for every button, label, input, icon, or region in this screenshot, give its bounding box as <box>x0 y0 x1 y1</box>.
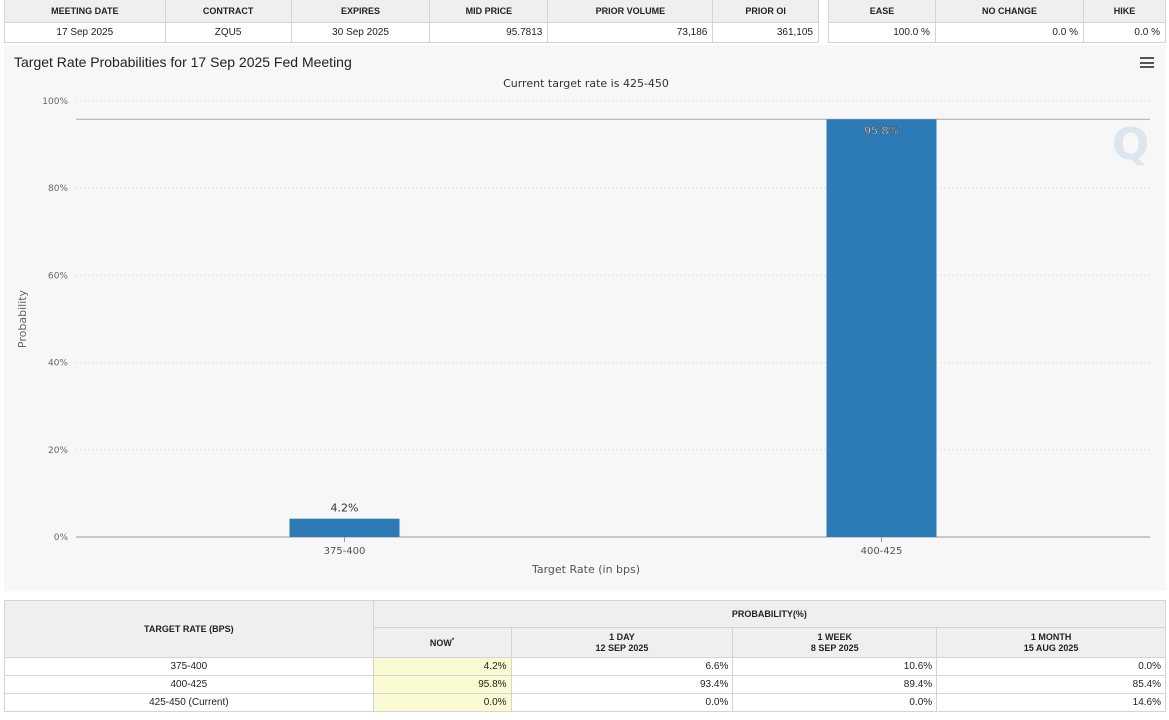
one-week-cell: 10.6% <box>732 657 938 676</box>
chart-subtitle: Current target rate is 425-450 <box>503 77 669 90</box>
one-month-cell: 0.0% <box>936 657 1166 676</box>
y-tick-label: 40% <box>48 359 68 369</box>
target-rate-header: TARGET RATE (BPS) <box>4 600 374 658</box>
meeting-date-header: MEETING DATE <box>4 0 166 23</box>
now-header: NOW* <box>372 627 512 658</box>
one-month-cell: 85.4% <box>936 675 1166 694</box>
y-tick-label: 60% <box>48 271 68 281</box>
one-month-header: 1 MONTH 15 AUG 2025 <box>936 627 1166 658</box>
one-day-cell: 0.0% <box>510 693 734 712</box>
prior-oi-value: 361,105 <box>712 21 819 43</box>
hamburger-menu-icon[interactable] <box>1140 57 1154 68</box>
one-week-cell: 89.4% <box>732 675 938 694</box>
contract-value: ZQU5 <box>164 21 292 43</box>
table-row: 400-425 95.8% 93.4% 89.4% 85.4% <box>4 675 1166 694</box>
rate-cell: 375-400 <box>4 657 374 676</box>
rate-cell: 400-425 <box>4 675 374 694</box>
prior-volume-header: PRIOR VOLUME <box>547 0 714 23</box>
now-cell: 4.2% <box>372 657 512 676</box>
rate-cell: 425-450 (Current) <box>4 693 374 712</box>
ease-value: 100.0 % <box>828 21 936 43</box>
mid-price-header: MID PRICE <box>429 0 549 23</box>
y-tick-label: 100% <box>42 97 68 107</box>
meeting-date-value: 17 Sep 2025 <box>4 21 166 43</box>
probability-chart: Current target rate is 425-450 0% 20% 40% 60… <box>16 77 1150 576</box>
hike-header: HIKE <box>1082 0 1167 23</box>
prior-oi-header: PRIOR OI <box>712 0 819 23</box>
expires-value: 30 Sep 2025 <box>290 21 431 43</box>
probability-history-table: TARGET RATE (BPS) PROBABILITY(%) NOW* 1 … <box>4 600 1167 712</box>
probability-header: PROBABILITY(%) <box>372 600 1167 628</box>
one-day-cell: 6.6% <box>510 657 734 676</box>
one-week-cell: 0.0% <box>732 693 938 712</box>
y-tick-label: 80% <box>48 184 68 194</box>
table-row: 375-400 4.2% 6.6% 10.6% 0.0% <box>4 657 1166 676</box>
table-row: 425-450 (Current) 0.0% 0.0% 0.0% 14.6% <box>4 693 1166 712</box>
bar <box>289 518 400 537</box>
y-tick-label: 20% <box>48 446 68 456</box>
now-cell: 0.0% <box>372 693 512 712</box>
one-day-cell: 93.4% <box>510 675 734 694</box>
y-tick-label: 0% <box>54 533 69 543</box>
probability-summary-table: EASE NO CHANGE HIKE 100.0 % 0.0 % 0.0 % <box>828 0 1167 43</box>
x-tick-label: 375-400 <box>324 546 366 557</box>
expires-header: EXPIRES <box>290 0 431 23</box>
y-axis-title: Probability <box>16 289 29 348</box>
chart-title: Target Rate Probabilities for 17 Sep 202… <box>14 54 352 70</box>
no-change-header: NO CHANGE <box>934 0 1084 23</box>
now-cell: 95.8% <box>372 675 512 694</box>
one-week-header: 1 WEEK 8 SEP 2025 <box>732 627 938 658</box>
one-day-header: 1 DAY 12 SEP 2025 <box>510 627 734 658</box>
watermark-logo: Q <box>1112 119 1149 170</box>
bar <box>826 119 937 537</box>
mid-price-value: 95.7813 <box>429 21 549 43</box>
hike-value: 0.0 % <box>1082 21 1167 43</box>
prior-volume-value: 73,186 <box>547 21 714 43</box>
data-label: 4.2% <box>331 502 359 515</box>
data-label: 95.8% <box>864 124 899 137</box>
contract-header: CONTRACT <box>164 0 292 23</box>
ease-header: EASE <box>828 0 936 23</box>
x-tick-label: 400-425 <box>861 546 903 557</box>
x-axis-title: Target Rate (in bps) <box>531 563 640 576</box>
no-change-value: 0.0 % <box>934 21 1084 43</box>
one-month-cell: 14.6% <box>936 693 1166 712</box>
chart-panel: Current target rate is 425-450 0% 20% 40% 60… <box>4 45 1166 591</box>
meeting-info-table: MEETING DATE CONTRACT EXPIRES MID PRICE … <box>4 0 819 43</box>
